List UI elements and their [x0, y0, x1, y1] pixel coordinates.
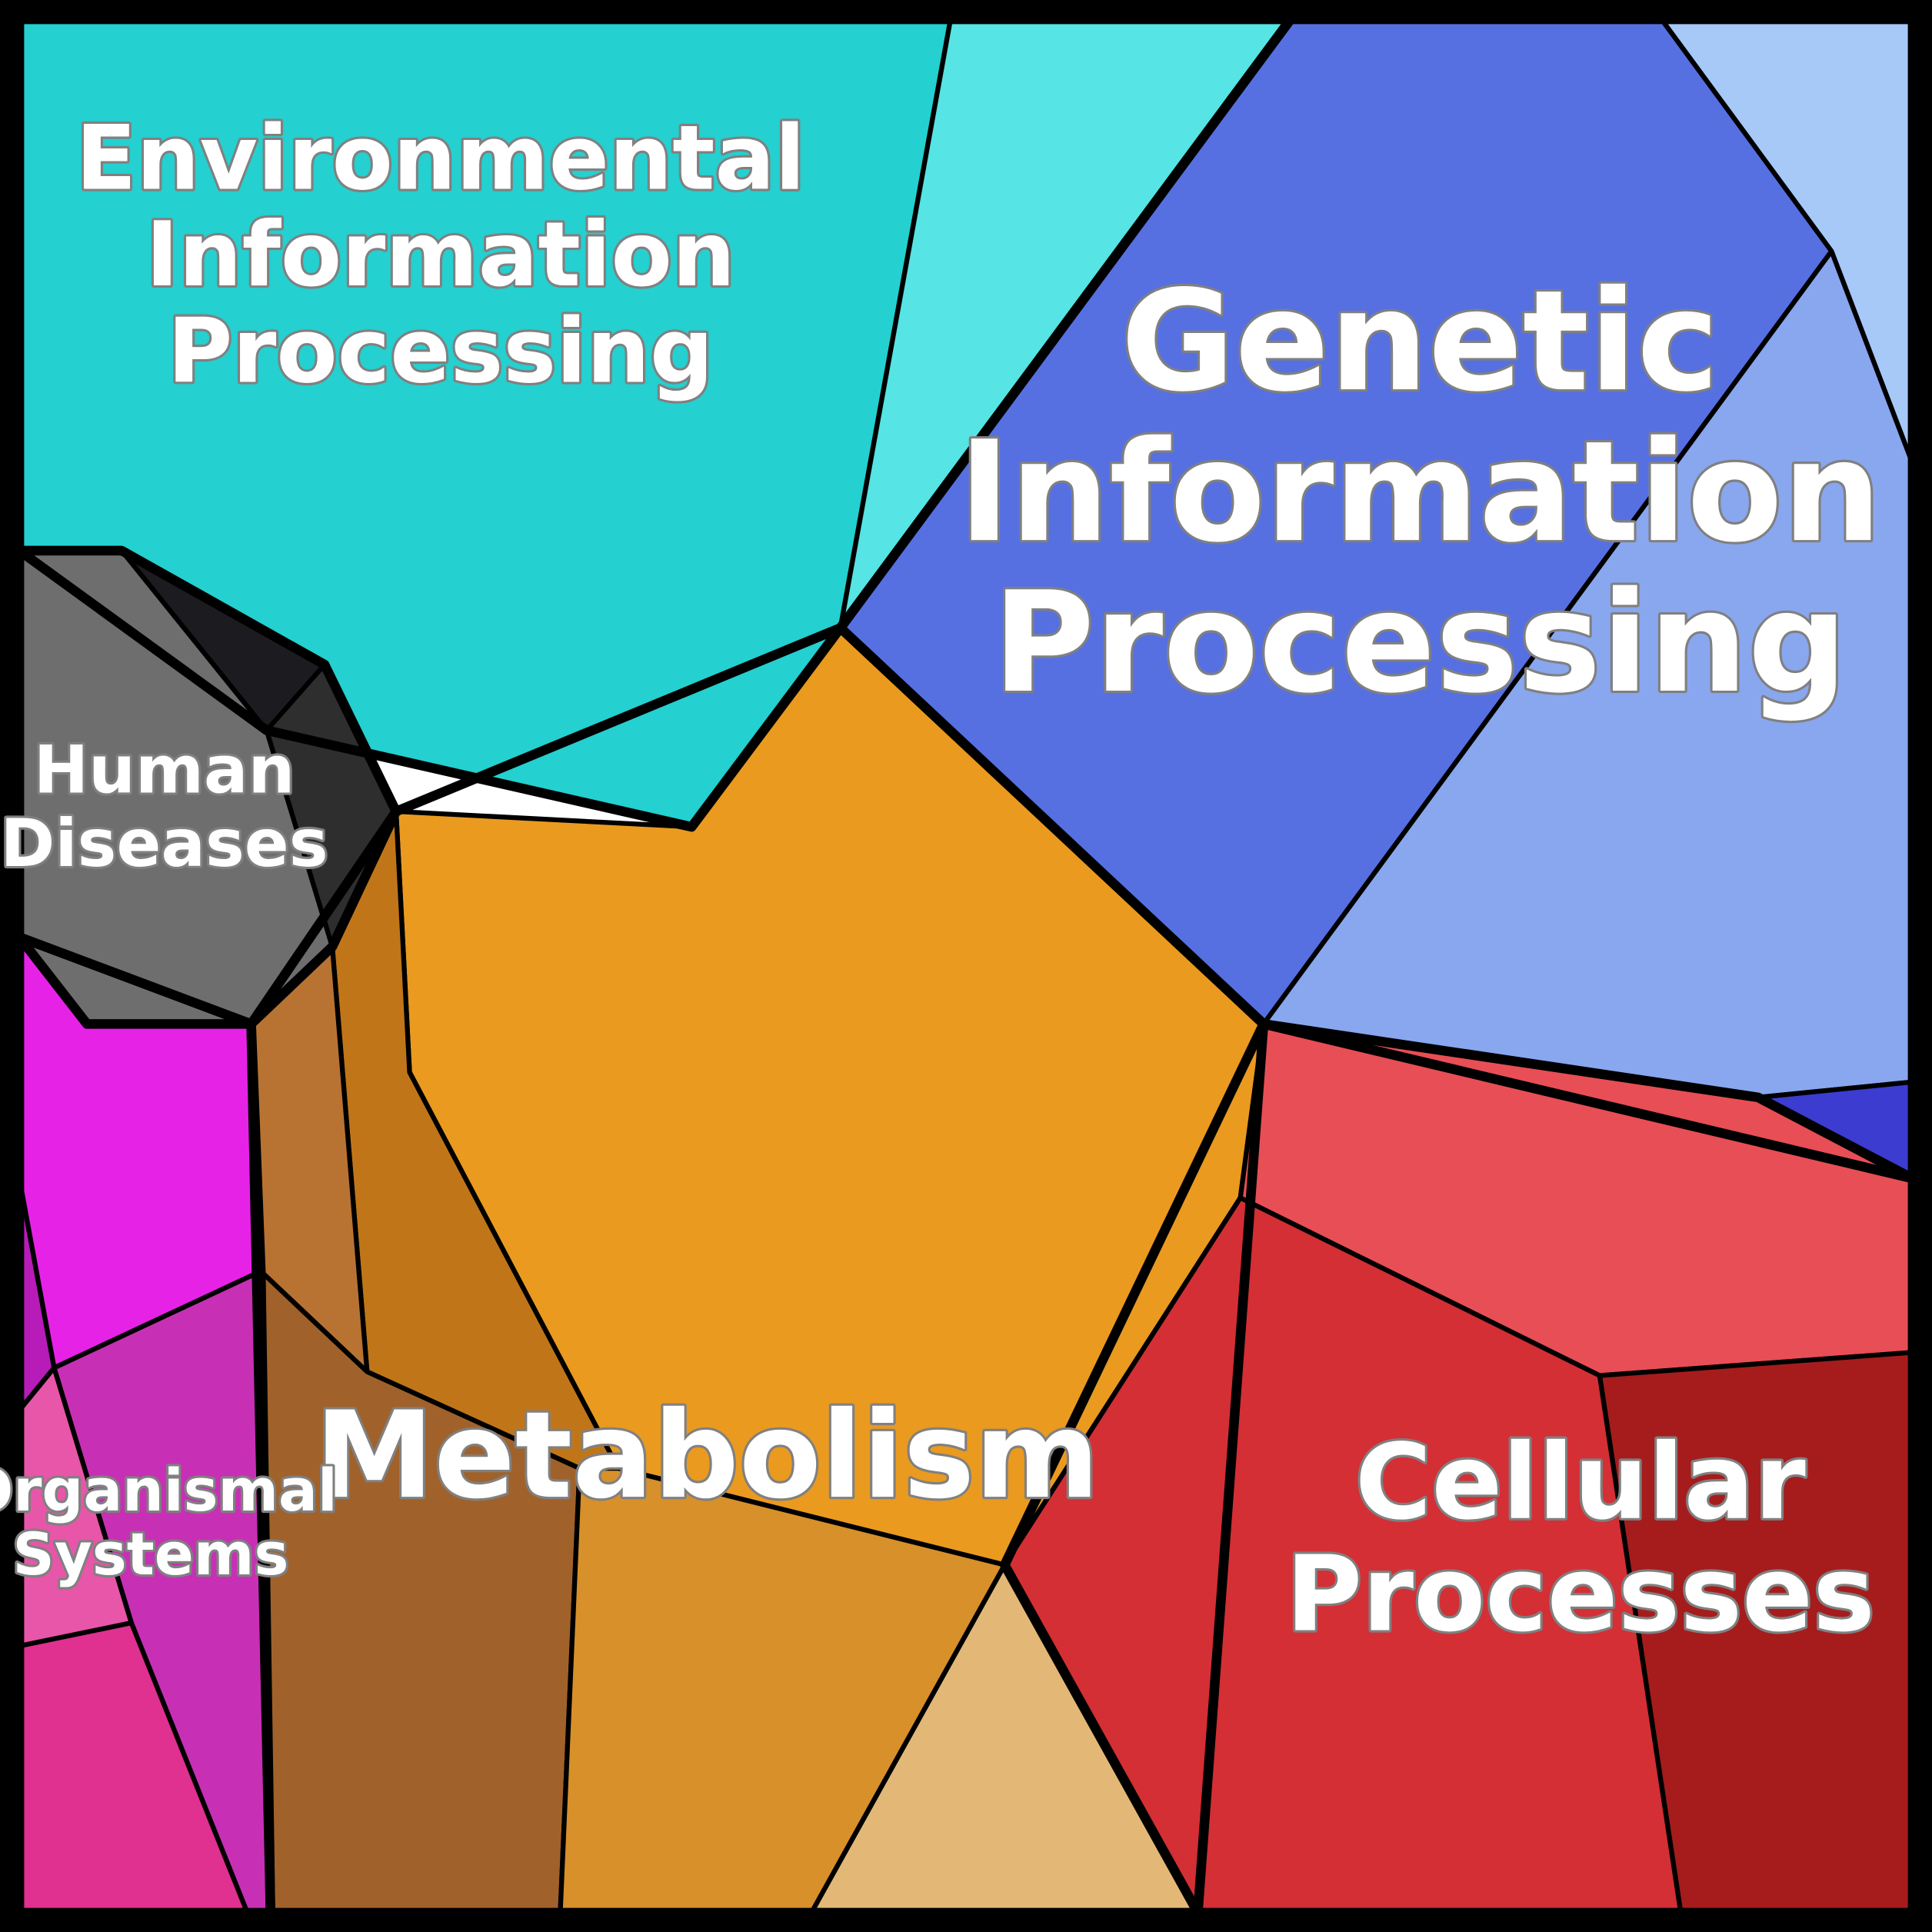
lbl_os-line-0: Organismal: [0, 1457, 338, 1524]
voronoi-treemap: EnvironmentalInformationProcessingGeneti…: [0, 0, 1932, 1932]
lbl_cp-line-0: Cellular: [1355, 1421, 1806, 1543]
lbl_cp-line-1: Processes: [1286, 1534, 1875, 1655]
lbl_env-line-0: Environmental: [75, 107, 805, 210]
lbl_os: OrganismalSystems: [0, 1457, 338, 1588]
lbl_gen-line-1: Information: [958, 411, 1881, 573]
lbl_os-line-1: Systems: [13, 1520, 289, 1587]
treemap-svg: EnvironmentalInformationProcessingGeneti…: [0, 0, 1932, 1932]
lbl_hd-line-0: Human: [34, 733, 295, 809]
lbl_env: EnvironmentalInformationProcessing: [75, 107, 805, 403]
lbl_gen-line-0: Genetic: [1121, 260, 1719, 422]
lbl_hd: HumanDiseases: [0, 733, 328, 882]
lbl_gen-line-2: Processing: [993, 561, 1847, 724]
lbl_env-line-1: Information: [145, 204, 735, 307]
lbl_met: Metabolism: [315, 1386, 1099, 1526]
lbl_cp: CellularProcesses: [1286, 1421, 1875, 1655]
lbl_env-line-2: Processing: [168, 300, 714, 403]
lbl_hd-line-1: Diseases: [0, 806, 328, 882]
lbl_met-line-0: Metabolism: [315, 1386, 1099, 1526]
